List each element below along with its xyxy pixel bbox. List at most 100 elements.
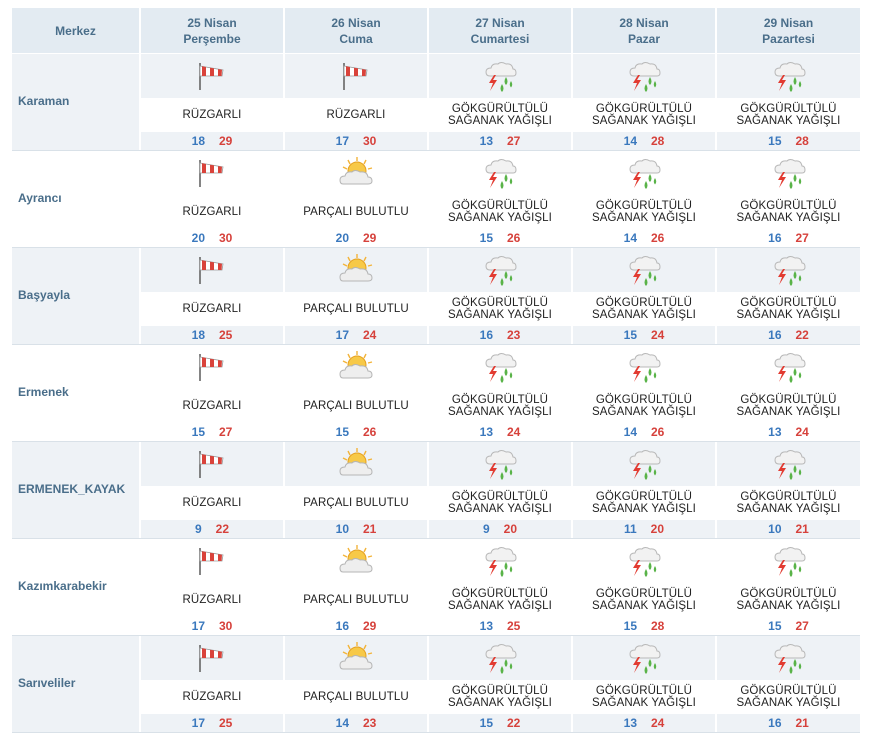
description-line-1: GÖKGÜRÜLTÜLÜ [451, 102, 549, 115]
windsock-icon [141, 442, 283, 486]
description-text: PARÇALI BULUTLU [303, 594, 408, 606]
min-temperature: 17 [335, 328, 349, 343]
description-text: GÖKGÜRÜLTÜLÜ SAĞANAK YAĞIŞLI [737, 685, 841, 709]
description-text: GÖKGÜRÜLTÜLÜ SAĞANAK YAĞIŞLI [592, 588, 696, 612]
forecast-cell: RÜZGARLI 18 29 [141, 54, 285, 150]
temperature-range: 10 21 [285, 520, 427, 538]
weather-description: PARÇALI BULUTLU [285, 291, 427, 327]
description-line-1: GÖKGÜRÜLTÜLÜ [740, 102, 837, 115]
min-temperature: 15 [623, 328, 637, 343]
thunder-rain-icon [429, 636, 571, 680]
max-temperature: 28 [651, 134, 665, 149]
max-temperature: 20 [650, 522, 665, 537]
weather-description: PARÇALI BULUTLU [285, 485, 427, 521]
day-header-date: 28 Nisan [619, 15, 669, 30]
location-name[interactable]: Karaman [12, 54, 141, 150]
forecast-cell: GÖKGÜRÜLTÜLÜ SAĞANAK YAĞIŞLI 14 26 [573, 345, 717, 441]
min-temperature: 18 [191, 134, 205, 149]
forecast-cell: PARÇALI BULUTLU 17 24 [285, 248, 429, 344]
location-name[interactable]: Sarıveliler [12, 636, 141, 732]
forecast-cell: GÖKGÜRÜLTÜLÜ SAĞANAK YAĞIŞLI 9 20 [429, 442, 573, 538]
day-header-weekday: Pazar [627, 31, 661, 46]
min-temperature: 16 [768, 716, 782, 731]
partly-cloudy-icon [285, 636, 427, 680]
description-text: PARÇALI BULUTLU [303, 400, 408, 412]
description-line-2: SAĞANAK YAĞIŞLI [592, 502, 696, 515]
temperature-range: 18 25 [141, 326, 283, 344]
min-temperature: 13 [479, 425, 493, 440]
day-header-weekday: Pazartesi [762, 31, 815, 46]
location-name[interactable]: ERMENEK_KAYAK [12, 442, 141, 538]
max-temperature: 29 [219, 134, 233, 149]
description-text: GÖKGÜRÜLTÜLÜ SAĞANAK YAĞIŞLI [737, 491, 841, 515]
description-line-1: PARÇALI BULUTLU [303, 302, 409, 315]
max-temperature: 29 [363, 619, 377, 634]
temperature-range: 17 24 [285, 326, 427, 344]
forecast-cell: RÜZGARLI 17 30 [285, 54, 429, 150]
day-header-date: 26 Nisan [331, 15, 381, 30]
day-header-date: 25 Nisan [187, 15, 237, 30]
temperature-range: 15 28 [717, 132, 860, 150]
min-temperature: 13 [479, 134, 493, 149]
location-column-header: Merkez [12, 8, 141, 53]
description-line-2: SAĞANAK YAĞIŞLI [448, 308, 552, 321]
forecast-cell: GÖKGÜRÜLTÜLÜ SAĞANAK YAĞIŞLI 15 22 [429, 636, 573, 732]
weather-description: GÖKGÜRÜLTÜLÜ SAĞANAK YAĞIŞLI [573, 291, 715, 327]
weather-description: GÖKGÜRÜLTÜLÜ SAĞANAK YAĞIŞLI [573, 389, 715, 424]
temperature-range: 16 23 [429, 326, 571, 344]
description-text: RÜZGARLI [183, 303, 242, 315]
weather-description: GÖKGÜRÜLTÜLÜ SAĞANAK YAĞIŞLI [717, 195, 860, 230]
weather-description: GÖKGÜRÜLTÜLÜ SAĞANAK YAĞIŞLI [429, 679, 571, 715]
max-temperature: 25 [507, 619, 521, 634]
location-name[interactable]: Ermenek [12, 345, 141, 441]
temperature-range: 10 21 [717, 520, 860, 538]
thunder-rain-icon [717, 345, 860, 389]
weather-description: GÖKGÜRÜLTÜLÜ SAĞANAK YAĞIŞLI [429, 195, 571, 230]
day-header-date: 29 Nisan [763, 15, 814, 30]
weather-description: GÖKGÜRÜLTÜLÜ SAĞANAK YAĞIŞLI [429, 583, 571, 618]
thunder-rain-icon [429, 442, 571, 486]
min-temperature: 15 [768, 619, 782, 634]
min-temperature: 17 [191, 619, 205, 634]
max-temperature: 27 [507, 134, 521, 149]
description-line-2: SAĞANAK YAĞIŞLI [448, 599, 552, 612]
temperature-range: 9 22 [141, 520, 283, 538]
description-line-2: SAĞANAK YAĞIŞLI [592, 211, 696, 224]
description-line-1: GÖKGÜRÜLTÜLÜ [740, 393, 837, 406]
description-line-2: SAĞANAK YAĞIŞLI [592, 308, 696, 321]
description-text: GÖKGÜRÜLTÜLÜ SAĞANAK YAĞIŞLI [737, 394, 841, 418]
description-line-1: RÜZGARLI [182, 399, 242, 412]
description-line-1: GÖKGÜRÜLTÜLÜ [740, 684, 837, 697]
thunder-rain-icon [573, 442, 715, 486]
description-text: GÖKGÜRÜLTÜLÜ SAĞANAK YAĞIŞLI [448, 685, 552, 709]
forecast-cell: PARÇALI BULUTLU 16 29 [285, 539, 429, 635]
windsock-icon [141, 248, 283, 292]
description-line-1: RÜZGARLI [182, 302, 242, 315]
thunder-rain-icon [573, 539, 715, 583]
temperature-range: 14 26 [573, 423, 715, 441]
description-line-2: SAĞANAK YAĞIŞLI [736, 114, 841, 127]
weather-description: RÜZGARLI [141, 291, 283, 327]
forecast-cell: RÜZGARLI 17 25 [141, 636, 285, 732]
description-text: GÖKGÜRÜLTÜLÜ SAĞANAK YAĞIŞLI [448, 103, 552, 127]
temperature-range: 15 26 [429, 229, 571, 247]
min-temperature: 9 [194, 522, 202, 537]
temperature-range: 9 20 [429, 520, 571, 538]
description-text: GÖKGÜRÜLTÜLÜ SAĞANAK YAĞIŞLI [448, 297, 552, 321]
description-line-2: SAĞANAK YAĞIŞLI [592, 599, 696, 612]
description-line-2: SAĞANAK YAĞIŞLI [448, 114, 552, 127]
min-temperature: 9 [482, 522, 490, 537]
weather-description: GÖKGÜRÜLTÜLÜ SAĞANAK YAĞIŞLI [429, 97, 571, 133]
location-name[interactable]: Ayrancı [12, 151, 141, 247]
description-text: GÖKGÜRÜLTÜLÜ SAĞANAK YAĞIŞLI [592, 200, 696, 224]
description-text: GÖKGÜRÜLTÜLÜ SAĞANAK YAĞIŞLI [592, 297, 696, 321]
weather-description: GÖKGÜRÜLTÜLÜ SAĞANAK YAĞIŞLI [717, 583, 860, 618]
location-name[interactable]: Başyayla [12, 248, 141, 344]
max-temperature: 26 [651, 425, 665, 440]
description-line-1: RÜZGARLI [326, 108, 386, 121]
forecast-cell: RÜZGARLI 20 30 [141, 151, 285, 247]
location-name[interactable]: Kazımkarabekir [12, 539, 141, 635]
weather-description: GÖKGÜRÜLTÜLÜ SAĞANAK YAĞIŞLI [717, 389, 860, 424]
min-temperature: 10 [768, 522, 782, 537]
temperature-range: 20 29 [285, 229, 427, 247]
